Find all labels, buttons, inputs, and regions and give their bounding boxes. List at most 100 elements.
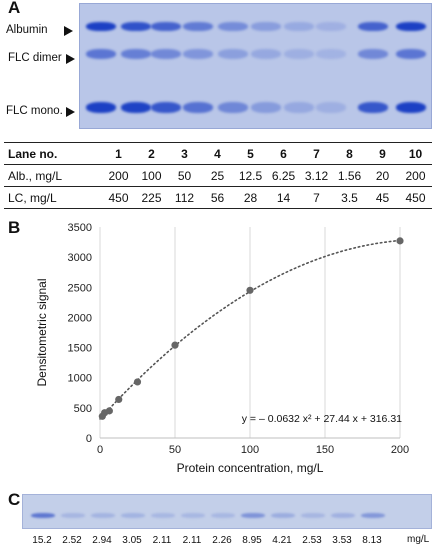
- gel-band: [251, 22, 281, 31]
- gel-band: [61, 513, 85, 518]
- y-tick-label: 3500: [68, 222, 92, 234]
- gel-band: [301, 513, 325, 518]
- data-point: [396, 237, 404, 245]
- lane-number: 7: [300, 142, 333, 165]
- gel-band: [151, 49, 181, 59]
- albumin-label: Albumin: [6, 24, 48, 36]
- lane-number: 9: [366, 142, 399, 165]
- table-cell: 28: [234, 186, 267, 209]
- lane-number: 5: [234, 142, 267, 165]
- gel-band: [396, 49, 426, 59]
- trendline-equation: y = – 0.0632 x² + 27.44 x + 316.31: [242, 413, 402, 425]
- gel-band: [251, 49, 281, 59]
- lane-number: 8: [333, 142, 366, 165]
- gel-band: [331, 513, 355, 518]
- gel-band: [218, 22, 248, 31]
- lane-table: Lane no. 1 2 3 4 5 6 7 8 9 10 Alb., mg/L…: [4, 142, 432, 209]
- table-cell: 112: [168, 186, 201, 209]
- panel-c-value: 2.11: [152, 535, 172, 546]
- row-label: Alb., mg/L: [4, 164, 102, 187]
- gel-band: [86, 102, 116, 113]
- panel-c-value: 3.53: [332, 535, 352, 546]
- table-cell: 200: [102, 164, 135, 187]
- table-row: LC, mg/L 450 225 112 56 28 14 7 3.5 45 4…: [4, 186, 432, 209]
- gel-band: [121, 513, 145, 518]
- flc-mono-arrow-icon: [66, 107, 75, 117]
- gel-band: [284, 102, 314, 113]
- lane-number: 10: [399, 142, 432, 165]
- table-cell: 450: [399, 186, 432, 209]
- panel-c-value: 2.53: [302, 535, 322, 546]
- panel-b-letter: B: [8, 218, 21, 237]
- table-cell: 3.5: [333, 186, 366, 209]
- gel-band: [241, 513, 265, 518]
- data-point: [105, 407, 113, 415]
- y-tick-label: 0: [86, 433, 92, 445]
- table-row: Alb., mg/L 200 100 50 25 12.5 6.25 3.12 …: [4, 164, 432, 187]
- gel-band: [358, 22, 388, 31]
- lane-number: 3: [168, 142, 201, 165]
- panel-c-value: 4.21: [272, 535, 292, 546]
- panel-a-letter: A: [8, 0, 21, 17]
- gel-band: [151, 102, 181, 113]
- data-point: [133, 378, 142, 386]
- gel-band: [121, 102, 151, 113]
- panel-c-letter: C: [8, 490, 21, 509]
- gel-band: [396, 102, 426, 113]
- gel-band: [316, 49, 346, 59]
- albumin-arrow-icon: [64, 26, 73, 36]
- gel-band: [121, 49, 151, 59]
- table-header-row: Lane no. 1 2 3 4 5 6 7 8 9 10: [4, 142, 432, 165]
- y-tick-label: 1500: [68, 343, 92, 355]
- table-cell: 20: [366, 164, 399, 187]
- gel-band: [358, 102, 388, 113]
- flc-mono-label: FLC mono.: [6, 105, 63, 117]
- gel-band: [151, 513, 175, 518]
- gel-band: [181, 513, 205, 518]
- flc-dimer-arrow-icon: [66, 54, 75, 64]
- gel-band: [316, 22, 346, 31]
- y-tick-label: 2000: [68, 312, 92, 324]
- gel-band: [151, 22, 181, 31]
- gel-band: [183, 22, 213, 31]
- x-tick-label: 200: [391, 444, 409, 456]
- gel-band: [396, 22, 426, 31]
- x-axis-label: Protein concentration, mg/L: [177, 461, 324, 475]
- y-tick-label: 500: [74, 403, 92, 415]
- data-point: [171, 341, 179, 349]
- lane-number: 1: [102, 142, 135, 165]
- x-tick-label: 100: [241, 444, 259, 456]
- table-cell: 56: [201, 186, 234, 209]
- panel-c-values: 15.2 2.52 2.94 3.05 2.11 2.11 2.26 8.95 4.21 2.53…: [0, 535, 442, 549]
- gel-band: [31, 513, 55, 518]
- gel-band: [284, 49, 314, 59]
- panel-c-value: 15.2: [32, 535, 52, 546]
- gel-band: [361, 513, 385, 518]
- x-tick-label: 150: [316, 444, 334, 456]
- gel-image-a: [79, 3, 432, 129]
- table-cell: 6.25: [267, 164, 300, 187]
- y-axis-label: Densitometric signal: [35, 278, 49, 386]
- row-label: LC, mg/L: [4, 186, 102, 209]
- gel-band: [316, 102, 346, 113]
- table-cell: 25: [201, 164, 234, 187]
- gel-band: [121, 22, 151, 31]
- gel-band: [86, 22, 116, 31]
- calibration-chart: 0 500 1000 1500 2000 2500 3000 3500 0 50 100 150 200…: [35, 222, 409, 475]
- data-point: [115, 395, 123, 404]
- gel-band: [284, 22, 314, 31]
- table-cell: 12.5: [234, 164, 267, 187]
- gel-band: [211, 513, 235, 518]
- gel-band: [86, 49, 116, 59]
- lane-number: 2: [135, 142, 168, 165]
- gel-band: [271, 513, 295, 518]
- gel-band: [91, 513, 115, 518]
- lane-header: Lane no.: [4, 142, 102, 165]
- table-cell: 100: [135, 164, 168, 187]
- y-tick-label: 2500: [68, 282, 92, 294]
- x-tick-label: 50: [169, 444, 181, 456]
- gel-band: [183, 49, 213, 59]
- gel-band: [358, 49, 388, 59]
- flc-dimer-label: FLC dimer: [8, 52, 62, 64]
- table-cell: 7: [300, 186, 333, 209]
